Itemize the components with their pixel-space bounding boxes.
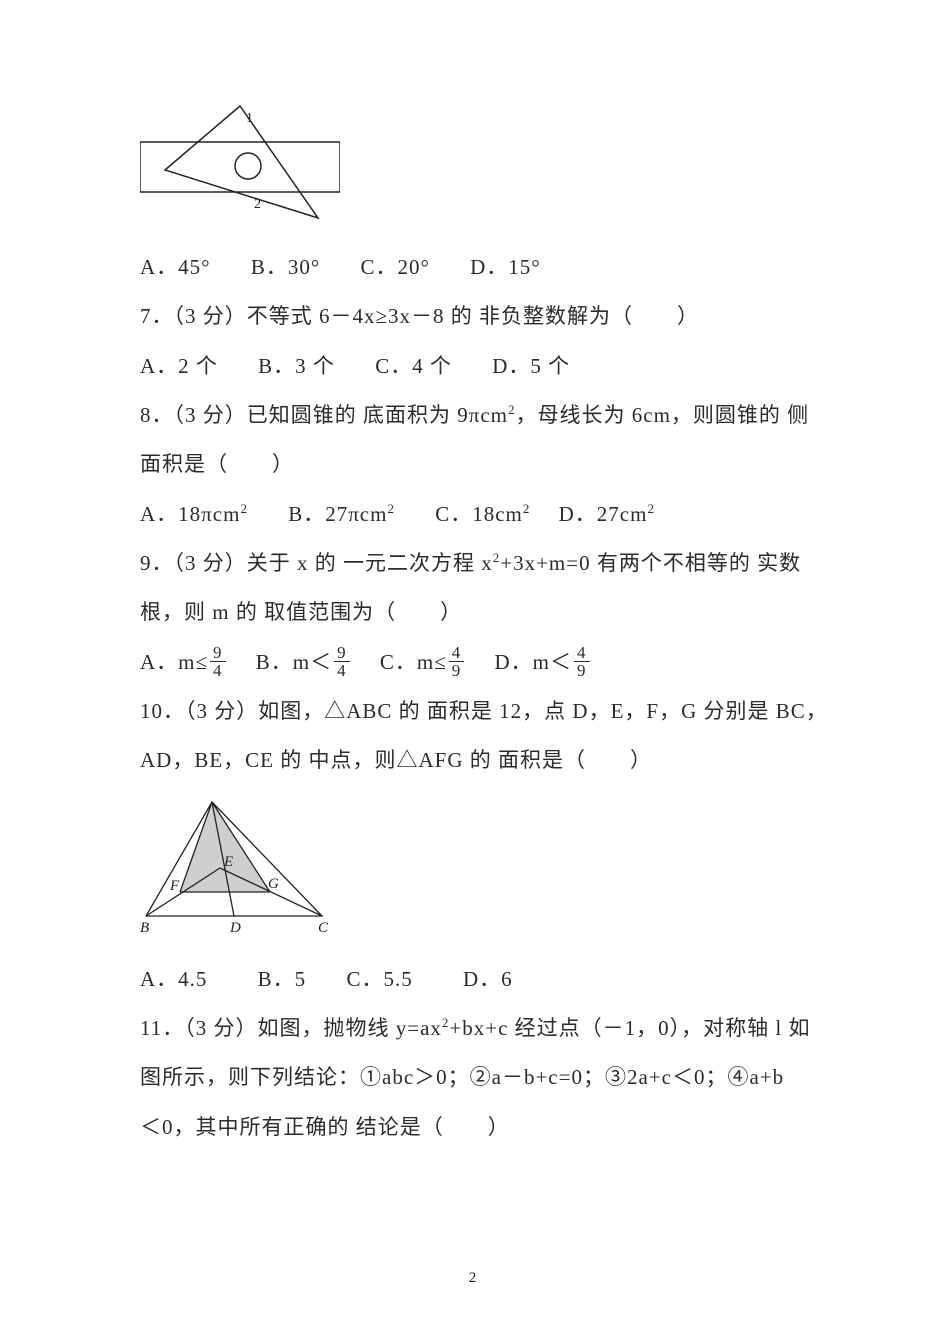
frac-9-4: 94	[334, 644, 350, 681]
q11-stem-line1: 11．（3 分）如图，抛物线 y=ax2+bx+c 经过点（－1，0），对称轴 …	[140, 1004, 820, 1053]
q8-stem-b: ，母线长为 6cm，则圆锥的 侧	[516, 403, 810, 427]
q8-stem-line1: 8．（3 分）已知圆锥的 底面积为 9πcm2，母线长为 6cm，则圆锥的 侧	[140, 391, 820, 440]
sup-2: 2	[508, 402, 516, 417]
q9-stem-a: 9．（3 分）关于 x 的 一元二次方程 x	[140, 551, 493, 575]
svg-text:E: E	[223, 854, 233, 870]
q10-options: A．4.5 B．5 C．5.5 D．6	[140, 955, 820, 1004]
q8-opt-c: C．18cm2	[435, 502, 530, 526]
q10-opt-b: B．5	[258, 967, 307, 991]
q9-opt-c: C．m≤49	[380, 650, 466, 674]
page-number: 2	[0, 1270, 945, 1287]
q9-opt-d: D．m＜49	[495, 650, 592, 674]
q9-stem-line1: 9．（3 分）关于 x 的 一元二次方程 x2+3x+m=0 有两个不相等的 实…	[140, 539, 820, 588]
q10-opt-a: A．4.5	[140, 967, 207, 991]
q7-stem: 7．（3 分）不等式 6－4x≥3x－8 的 非负整数解为（ ）	[140, 292, 820, 341]
frac-4-9: 49	[449, 644, 465, 681]
q9-options: A．m≤94 B．m＜94 C．m≤49 D．m＜49	[140, 638, 820, 687]
q9-opt-a: A．m≤94	[140, 650, 228, 674]
svg-text:A: A	[207, 796, 218, 800]
q10-figure: A B C D E F G	[140, 796, 330, 936]
frac-9-4: 94	[210, 644, 226, 681]
q8-opt-d: D．27cm2	[559, 502, 655, 526]
q6-opt-b: B．30°	[251, 255, 320, 279]
svg-text:2: 2	[254, 197, 261, 212]
q9-opt-b: B．m＜94	[256, 650, 352, 674]
q10-opt-c: C．5.5	[346, 967, 412, 991]
q6-figure: 1 2	[140, 100, 340, 220]
q8-options: A．18πcm2 B．27πcm2 C．18cm2 D．27cm2	[140, 490, 820, 539]
q6-opt-a: A．45°	[140, 255, 211, 279]
content-area: 1 2 A．45° B．30° C．20° D．15° 7．（3 分）不等式 6…	[140, 100, 820, 1152]
document-page: 1 2 A．45° B．30° C．20° D．15° 7．（3 分）不等式 6…	[0, 0, 945, 1337]
q9-stem-line2: 根，则 m 的 取值范围为（ ）	[140, 588, 820, 637]
q7-opt-a: A．2 个	[140, 354, 218, 378]
frac-4-9: 49	[574, 644, 590, 681]
q11-stem-line2: 图所示，则下列结论：①abc＞0；②a－b+c=0；③2a+c＜0；④a+b	[140, 1053, 820, 1102]
q6-opt-d: D．15°	[470, 255, 541, 279]
q6-options: A．45° B．30° C．20° D．15°	[140, 243, 820, 292]
svg-text:D: D	[229, 920, 241, 936]
q6-opt-c: C．20°	[360, 255, 429, 279]
svg-text:1: 1	[246, 111, 253, 126]
q7-opt-b: B．3 个	[258, 354, 335, 378]
q8-stem-a: 8．（3 分）已知圆锥的 底面积为 9πcm	[140, 403, 508, 427]
q11-stem-b: +bx+c 经过点（－1，0），对称轴 l 如	[449, 1016, 810, 1040]
q10-stem-line2: AD，BE，CE 的 中点，则△AFG 的 面积是（ ）	[140, 736, 820, 785]
q7-opt-c: C．4 个	[375, 354, 452, 378]
q7-options: A．2 个 B．3 个 C．4 个 D．5 个	[140, 342, 820, 391]
svg-text:F: F	[169, 878, 180, 894]
q9-stem-b: +3x+m=0 有两个不相等的 实数	[500, 551, 801, 575]
q8-stem-line2: 面积是（ ）	[140, 440, 820, 489]
q7-opt-d: D．5 个	[492, 354, 570, 378]
svg-text:B: B	[140, 920, 149, 936]
q11-stem-a: 11．（3 分）如图，抛物线 y=ax	[140, 1016, 442, 1040]
q11-stem-line3: ＜0，其中所有正确的 结论是（ ）	[140, 1103, 820, 1152]
svg-text:C: C	[318, 920, 329, 936]
q8-opt-a: A．18πcm2	[140, 502, 248, 526]
q8-opt-b: B．27πcm2	[288, 502, 395, 526]
svg-text:G: G	[268, 876, 279, 892]
q10-opt-d: D．6	[463, 967, 513, 991]
q10-stem-line1: 10．（3 分）如图，△ABC 的 面积是 12，点 D，E，F，G 分别是 B…	[140, 687, 820, 736]
